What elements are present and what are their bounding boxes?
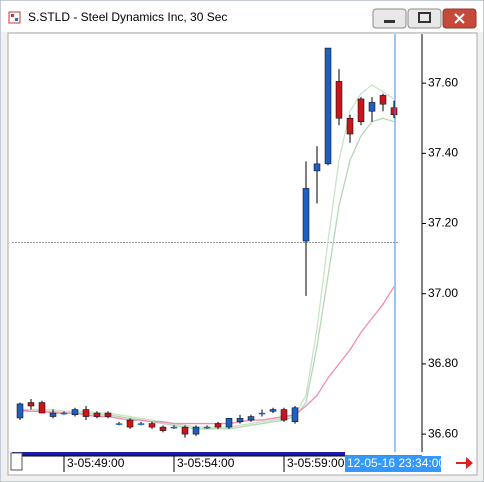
app-icon <box>8 11 21 24</box>
candle-body <box>324 47 332 165</box>
minimize-icon <box>384 20 395 23</box>
candle-body <box>126 419 134 428</box>
app-icon-dot <box>15 18 18 21</box>
cursor-label-bg <box>345 456 441 472</box>
candle-body <box>159 426 167 431</box>
candle-body <box>93 412 101 417</box>
y-tick-label: 37.20 <box>428 216 458 230</box>
candle-body <box>38 402 46 414</box>
x-tick-label: 3-05:54:00 <box>177 456 235 470</box>
candle-body <box>236 418 244 423</box>
candle-body <box>302 188 310 242</box>
scroll-box[interactable] <box>10 452 23 471</box>
candle-body <box>280 409 288 421</box>
candle-body <box>148 423 156 428</box>
candle-body <box>225 418 233 428</box>
y-tick-label: 37.00 <box>428 286 458 300</box>
candle-body <box>49 412 57 417</box>
candle-body <box>291 407 299 423</box>
x-tick-label: 3-05:49:00 <box>67 456 125 470</box>
y-tick-label: 37.60 <box>428 75 458 89</box>
candle-body <box>104 412 112 417</box>
candle-body <box>115 423 123 425</box>
candle-body <box>269 409 277 412</box>
candle-body <box>368 102 376 112</box>
candle-body <box>313 163 321 172</box>
candle-body <box>27 402 35 407</box>
candle-body <box>379 95 387 105</box>
candle-body <box>346 117 354 135</box>
maximize-icon <box>418 12 431 23</box>
candle-body <box>390 107 398 115</box>
candle-body <box>192 426 200 435</box>
candle-body <box>247 416 255 421</box>
moving-average-line <box>19 286 395 425</box>
plot-area: 36.60 36.80 37.00 37.20 37.40 37.60 3-05:49:00… <box>12 34 458 472</box>
scroll-right-arrow[interactable] <box>456 457 473 469</box>
chart-frame <box>7 32 478 476</box>
window-title: S.STLD - Steel Dynamics Inc, 30 Sec <box>28 10 227 24</box>
cursor-label: 12-05-16 23:34:00 <box>347 456 445 470</box>
candle-body <box>71 409 79 416</box>
candle-body <box>357 98 365 122</box>
candle-body <box>181 426 189 435</box>
candle-body <box>16 403 24 419</box>
candle-body <box>137 423 145 425</box>
candle-body <box>203 426 211 429</box>
candle-body <box>258 412 266 415</box>
app-icon-dot <box>11 14 14 17</box>
y-tick-label: 37.40 <box>428 146 458 160</box>
candle-body <box>60 412 68 415</box>
maximize-button[interactable] <box>407 8 442 29</box>
y-tick-label: 36.80 <box>428 356 458 370</box>
scroll-bar[interactable] <box>12 452 345 456</box>
candle-body <box>82 409 90 417</box>
y-tick-label: 36.60 <box>428 426 458 440</box>
candle-body <box>214 423 222 428</box>
candle-body <box>170 426 178 429</box>
minimize-button[interactable] <box>372 8 407 29</box>
candle-body <box>335 81 343 119</box>
close-icon <box>454 13 465 24</box>
x-tick-label: 3-05:59:00 <box>287 456 345 470</box>
